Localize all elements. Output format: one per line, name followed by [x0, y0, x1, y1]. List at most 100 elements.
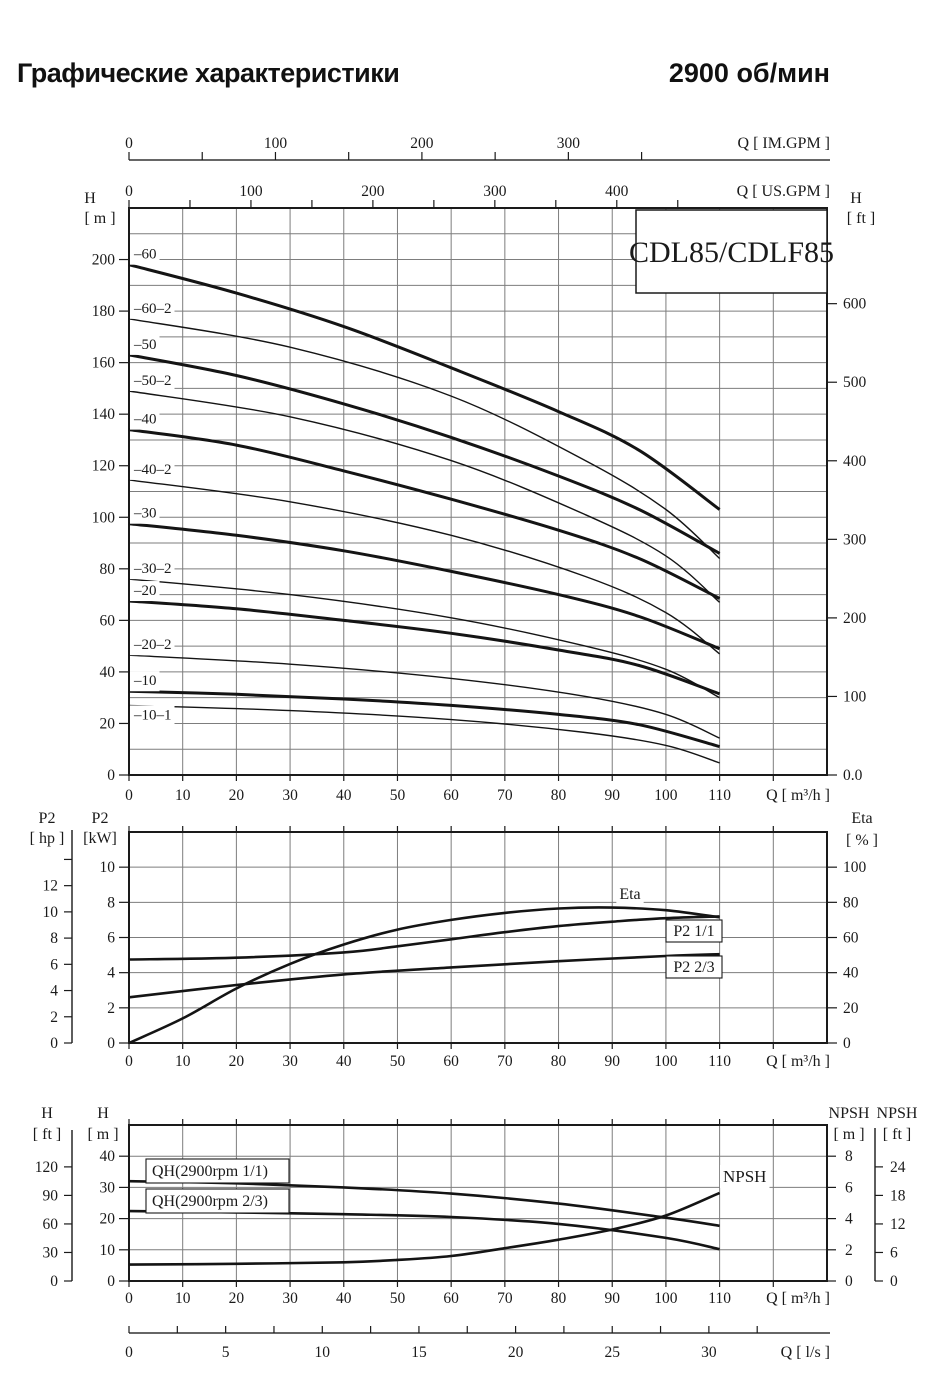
label-box [130, 244, 160, 265]
label-box [130, 298, 175, 319]
npsh-ft-tick: 0 [890, 1273, 898, 1290]
power-x-axis: 0 10 20 30 40 50 60 70 80 90 100 110 Q [ m³/h ] [125, 1043, 830, 1070]
label-box [720, 1165, 770, 1188]
npsh-labels: QH(2900rpm 1/1) QH(2900rpm 2/3) NPSH [145, 1158, 770, 1214]
annotation-P2 2/3: P2 2/3 [673, 959, 714, 976]
q-tick: 90 [604, 787, 620, 804]
label-box [130, 459, 175, 480]
main-curves [128, 263, 721, 764]
l-s-axis-label: Q [ l/s ] [781, 1344, 830, 1361]
curve-Eta [128, 906, 720, 1045]
npsh-m-tick: 4 [845, 1211, 853, 1228]
h-m-header: [ m ] [87, 1126, 118, 1143]
p2-hp-tick: 12 [43, 878, 59, 895]
main-curve-labels: –60 –60–2 –50 –50–2 –40 –40–2 –30 –30–2 –20 –20–2… [130, 244, 175, 726]
q-tick: 90 [604, 1053, 620, 1070]
title-row: Графические характеристики 2900 об/мин [0, 58, 943, 94]
label-box [130, 370, 175, 391]
p2-kw-tick: 2 [107, 1000, 115, 1017]
curve-P2 1/1 [128, 915, 720, 961]
h-ft-tick: 200 [843, 610, 867, 627]
q-tick: 70 [497, 1290, 513, 1307]
npsh-ft-header: NPSH [877, 1105, 918, 1122]
npsh-ft-header: [ ft ] [883, 1126, 911, 1143]
p2-hp-tick: 10 [43, 904, 59, 921]
q-tick: 110 [708, 787, 731, 804]
curve-QH(2900rpm 2/3) [128, 1209, 720, 1251]
npsh-ft-axis: 24 18 12 6 0 NPSH [ ft ] [874, 1105, 918, 1290]
h-ft-tick: 100 [843, 688, 867, 705]
h-ft-tick: 0 [50, 1273, 58, 1290]
q-tick: 80 [551, 1290, 567, 1307]
eta-header: [ % ] [846, 832, 878, 849]
eta-tick: 60 [843, 930, 859, 947]
us-gpm-tick: 400 [605, 183, 629, 200]
curve-–30 [128, 522, 721, 651]
us-gpm-axis-label: Q [ US.GPM ] [737, 183, 830, 200]
h-m-tick: 0 [107, 767, 115, 784]
im-gpm-tick: 200 [410, 135, 434, 152]
l-s-tick: 30 [701, 1344, 717, 1361]
label-box [130, 503, 160, 524]
curve-–40 [128, 428, 721, 600]
main-x-axis: 0 10 20 30 40 50 60 70 80 90 100 110 Q [ m³/h ] [125, 775, 830, 804]
curve-–40–2 [128, 479, 721, 655]
h-m-tick: 10 [100, 1242, 116, 1259]
curve-label-–30–2: –30–2 [133, 561, 172, 577]
l-s-tick: 20 [508, 1344, 524, 1361]
curve-label-–60–2: –60–2 [133, 301, 172, 317]
q-tick: 80 [551, 787, 567, 804]
eta-tick: 40 [843, 965, 859, 982]
eta-tick: 0 [843, 1035, 851, 1052]
q-tick: 60 [443, 787, 459, 804]
q-tick: 0 [125, 787, 133, 804]
h-ft-header: H [850, 190, 862, 207]
curve-–60–2 [128, 318, 721, 560]
p2-kw-header: [kW] [83, 830, 117, 847]
curve-P2 2/3 [128, 952, 720, 999]
h-ft-tick: 500 [843, 374, 867, 391]
curve-label-–30: –30 [133, 506, 157, 522]
h-m-tick: 0 [107, 1273, 115, 1290]
npsh-ft-tick: 24 [890, 1159, 906, 1176]
curve-label-–50: –50 [133, 337, 157, 353]
q-tick: 90 [604, 1290, 620, 1307]
curve-–60 [128, 263, 721, 511]
npsh-m-header: NPSH [829, 1105, 870, 1122]
npsh-ft-tick: 12 [890, 1216, 906, 1233]
npsh-x-axis: 0 10 20 30 40 50 60 70 80 90 100 110 Q [ m³/h ] [125, 1281, 830, 1307]
curve-NPSH [128, 1191, 721, 1266]
label-box [130, 705, 175, 726]
h-ft-tick: 400 [843, 453, 867, 470]
axis-im-gpm: 0 100 200 300 Q [ IM.GPM ] [125, 135, 830, 161]
p2-hp-tick: 6 [50, 956, 58, 973]
q-tick: 60 [443, 1053, 459, 1070]
power-labels: Eta P2 1/1 P2 2/3 [616, 884, 723, 979]
p2-kw-tick: 6 [107, 930, 115, 947]
q-tick: 10 [175, 1290, 191, 1307]
q-tick: 0 [125, 1290, 133, 1307]
eta-tick: 100 [843, 859, 867, 876]
h-ft-tick: 300 [843, 531, 867, 548]
curve-label-–40: –40 [133, 412, 157, 428]
model-box: CDL85/CDLF85 [629, 209, 834, 294]
q-tick: 20 [229, 1053, 245, 1070]
npsh-ft-tick: 18 [890, 1187, 906, 1204]
npsh-x-top [128, 1119, 774, 1125]
curve-label-–40–2: –40–2 [133, 462, 172, 478]
curve-–20 [128, 599, 721, 696]
l-s-tick: 15 [411, 1344, 427, 1361]
h-m-tick: 100 [92, 509, 116, 526]
npsh-m-tick: 6 [845, 1179, 853, 1196]
q-tick: 20 [229, 787, 245, 804]
q-tick: 30 [282, 1290, 298, 1307]
q-tick: 10 [175, 787, 191, 804]
h-ft-tick: 120 [35, 1159, 59, 1176]
q-tick: 100 [654, 787, 678, 804]
curve-label-–50–2: –50–2 [133, 373, 172, 389]
qh-npsh-chart: 0 10 20 30 40 50 60 70 80 90 100 110 Q [ m³/h ]0 5 10 1… [33, 1105, 918, 1361]
q-tick: 100 [654, 1290, 678, 1307]
curve-–20–2 [128, 654, 720, 739]
h-ft-tick: 600 [843, 296, 867, 313]
q-axis-label: Q [ m³/h ] [766, 787, 830, 804]
